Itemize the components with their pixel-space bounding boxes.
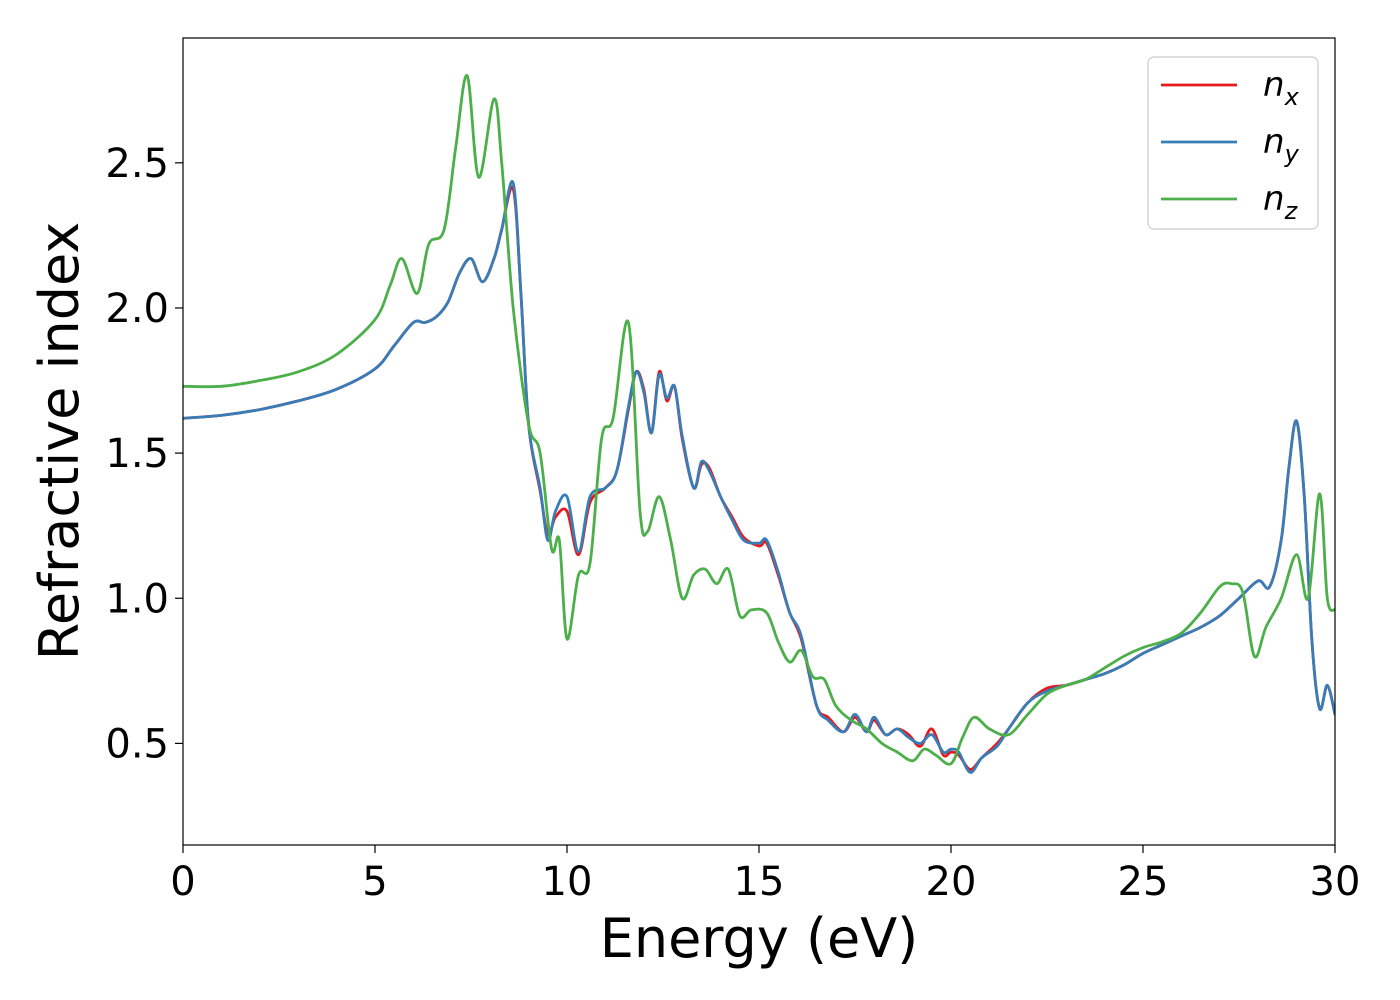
x-axis-label: Energy (eV) — [600, 907, 919, 970]
legend-label-subscript: x — [1284, 83, 1300, 111]
legend-label-n-z: nz — [1263, 179, 1299, 225]
y-tick-label: 1.0 — [105, 576, 169, 622]
x-tick-label: 5 — [362, 859, 387, 905]
y-tick-label: 2.5 — [105, 141, 169, 187]
x-axis-ticks: 0 5 10 15 20 25 30 — [170, 845, 1360, 905]
legend-label-subscript: z — [1284, 197, 1299, 225]
series-layer — [183, 74, 1335, 774]
x-tick-label: 25 — [1118, 859, 1169, 905]
x-tick-label: 15 — [734, 859, 785, 905]
legend-label-main: n — [1263, 65, 1285, 105]
legend-label-n-y: ny — [1263, 122, 1300, 168]
legend-label-subscript: y — [1284, 140, 1300, 168]
legend-label-main: n — [1263, 179, 1285, 219]
x-tick-label: 0 — [170, 859, 195, 905]
x-tick-label: 30 — [1310, 859, 1361, 905]
x-tick-label: 10 — [542, 859, 593, 905]
y-tick-label: 1.5 — [105, 431, 169, 477]
series-line-n-z — [183, 74, 1335, 766]
y-axis-label: Refractive index — [28, 222, 91, 661]
x-tick-label: 20 — [926, 859, 977, 905]
y-tick-label: 2.0 — [105, 286, 169, 332]
legend-label-n-x: nx — [1263, 65, 1300, 111]
legend-label-main: n — [1263, 122, 1285, 162]
plot-area — [182, 37, 1336, 846]
y-tick-label: 0.5 — [105, 721, 169, 767]
y-axis-ticks: 0.5 1.0 1.5 2.0 2.5 — [105, 141, 183, 767]
series-line-n-y — [183, 180, 1335, 774]
